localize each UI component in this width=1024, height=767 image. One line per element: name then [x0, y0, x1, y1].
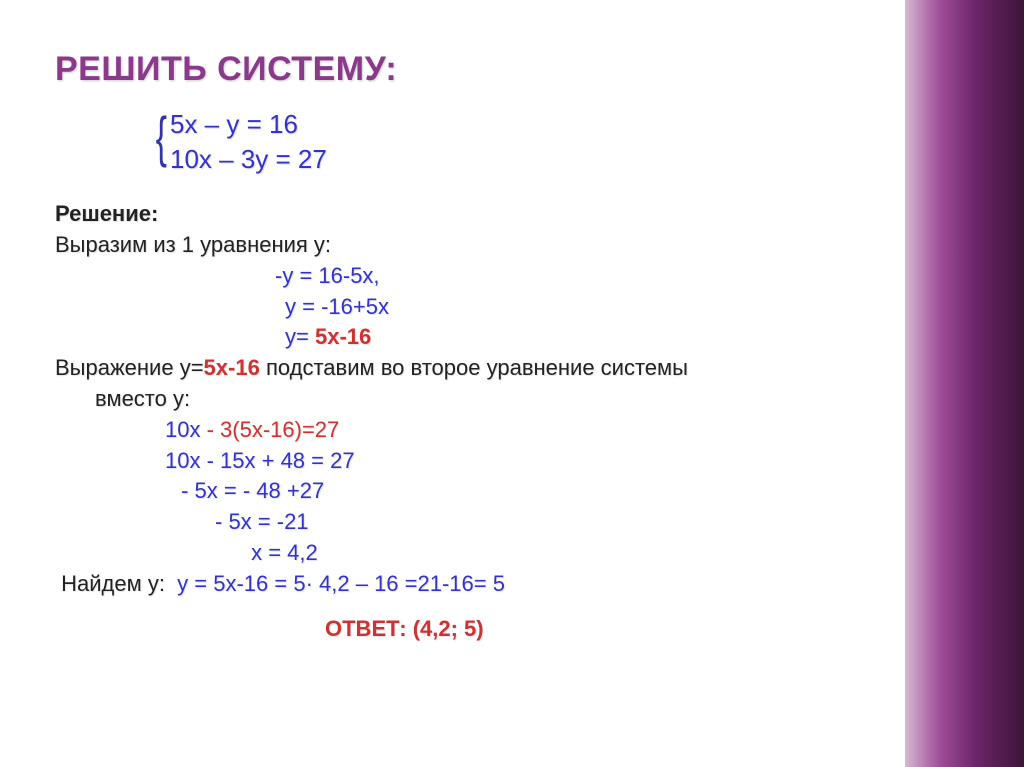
work-line-2: 10x - 15x + 48 = 27	[165, 446, 1024, 477]
system-eq-2: 10x – 3y = 27	[170, 142, 1024, 177]
system-brace-icon: {	[156, 109, 167, 165]
system-eq-1: 5x – y = 16	[170, 107, 1024, 142]
slide: РЕШИТЬ СИСТЕМУ: { 5x – y = 16 10x – 3y =…	[0, 0, 1024, 767]
step1-c-red: 5x-16	[315, 324, 371, 349]
work-line-1: 10x - 3(5x-16)=27	[165, 415, 1024, 446]
findy-pre: Найдем у:	[55, 571, 177, 596]
step1-text: Выразим из 1 уравнения у:	[55, 230, 1024, 261]
answer-value: (4,2; 5)	[413, 616, 484, 641]
find-y-line: Найдем у: y = 5x-16 = 5· 4,2 – 16 =21-16…	[55, 569, 1024, 600]
work-l1-b: - 3(5x-16)=27	[207, 417, 340, 442]
step1-c-pre: y=	[285, 324, 315, 349]
work-l1-a: 10x	[165, 417, 207, 442]
step2-line: Выражение у=5x-16 подставим во второе ур…	[55, 353, 1024, 384]
findy-blue: y = 5x-16 = 5· 4,2 – 16 =21-16= 5	[177, 571, 505, 596]
work-line-3: - 5x = - 48 +27	[175, 476, 1024, 507]
equation-system: { 5x – y = 16 10x – 3y = 27	[170, 107, 1024, 177]
slide-title: РЕШИТЬ СИСТЕМУ:	[55, 50, 1024, 89]
step2-red: 5x-16	[204, 355, 260, 380]
step2-pre: Выражение у=	[55, 355, 204, 380]
step2-post: подставим во второе уравнение системы	[260, 355, 688, 380]
solution-label: Решение:	[55, 199, 1024, 230]
answer-label: ОТВЕТ:	[325, 616, 413, 641]
step2-wrap: вместо у:	[95, 384, 1024, 415]
